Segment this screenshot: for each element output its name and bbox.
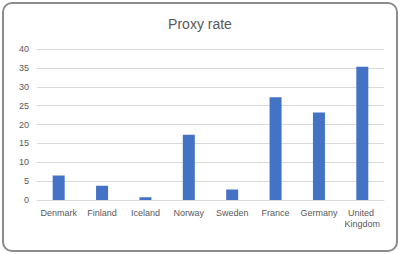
svg-text:10: 10 xyxy=(19,157,29,167)
svg-text:25: 25 xyxy=(19,101,29,111)
svg-text:20: 20 xyxy=(19,120,29,130)
svg-text:30: 30 xyxy=(19,82,29,92)
svg-text:5: 5 xyxy=(24,176,29,186)
svg-text:Iceland: Iceland xyxy=(131,208,160,218)
svg-text:Sweden: Sweden xyxy=(216,208,249,218)
svg-text:15: 15 xyxy=(19,138,29,148)
svg-text:0: 0 xyxy=(24,195,29,205)
svg-text:Denmark: Denmark xyxy=(40,208,77,218)
svg-text:Kingdom: Kingdom xyxy=(345,219,381,229)
svg-text:France: France xyxy=(262,208,290,218)
svg-text:35: 35 xyxy=(19,63,29,73)
svg-text:Norway: Norway xyxy=(174,208,205,218)
svg-text:Finland: Finland xyxy=(87,208,117,218)
svg-text:United: United xyxy=(348,208,377,218)
svg-text:40: 40 xyxy=(19,44,29,54)
svg-text:Proxy rate: Proxy rate xyxy=(168,16,232,32)
svg-text:Germany: Germany xyxy=(300,208,338,218)
